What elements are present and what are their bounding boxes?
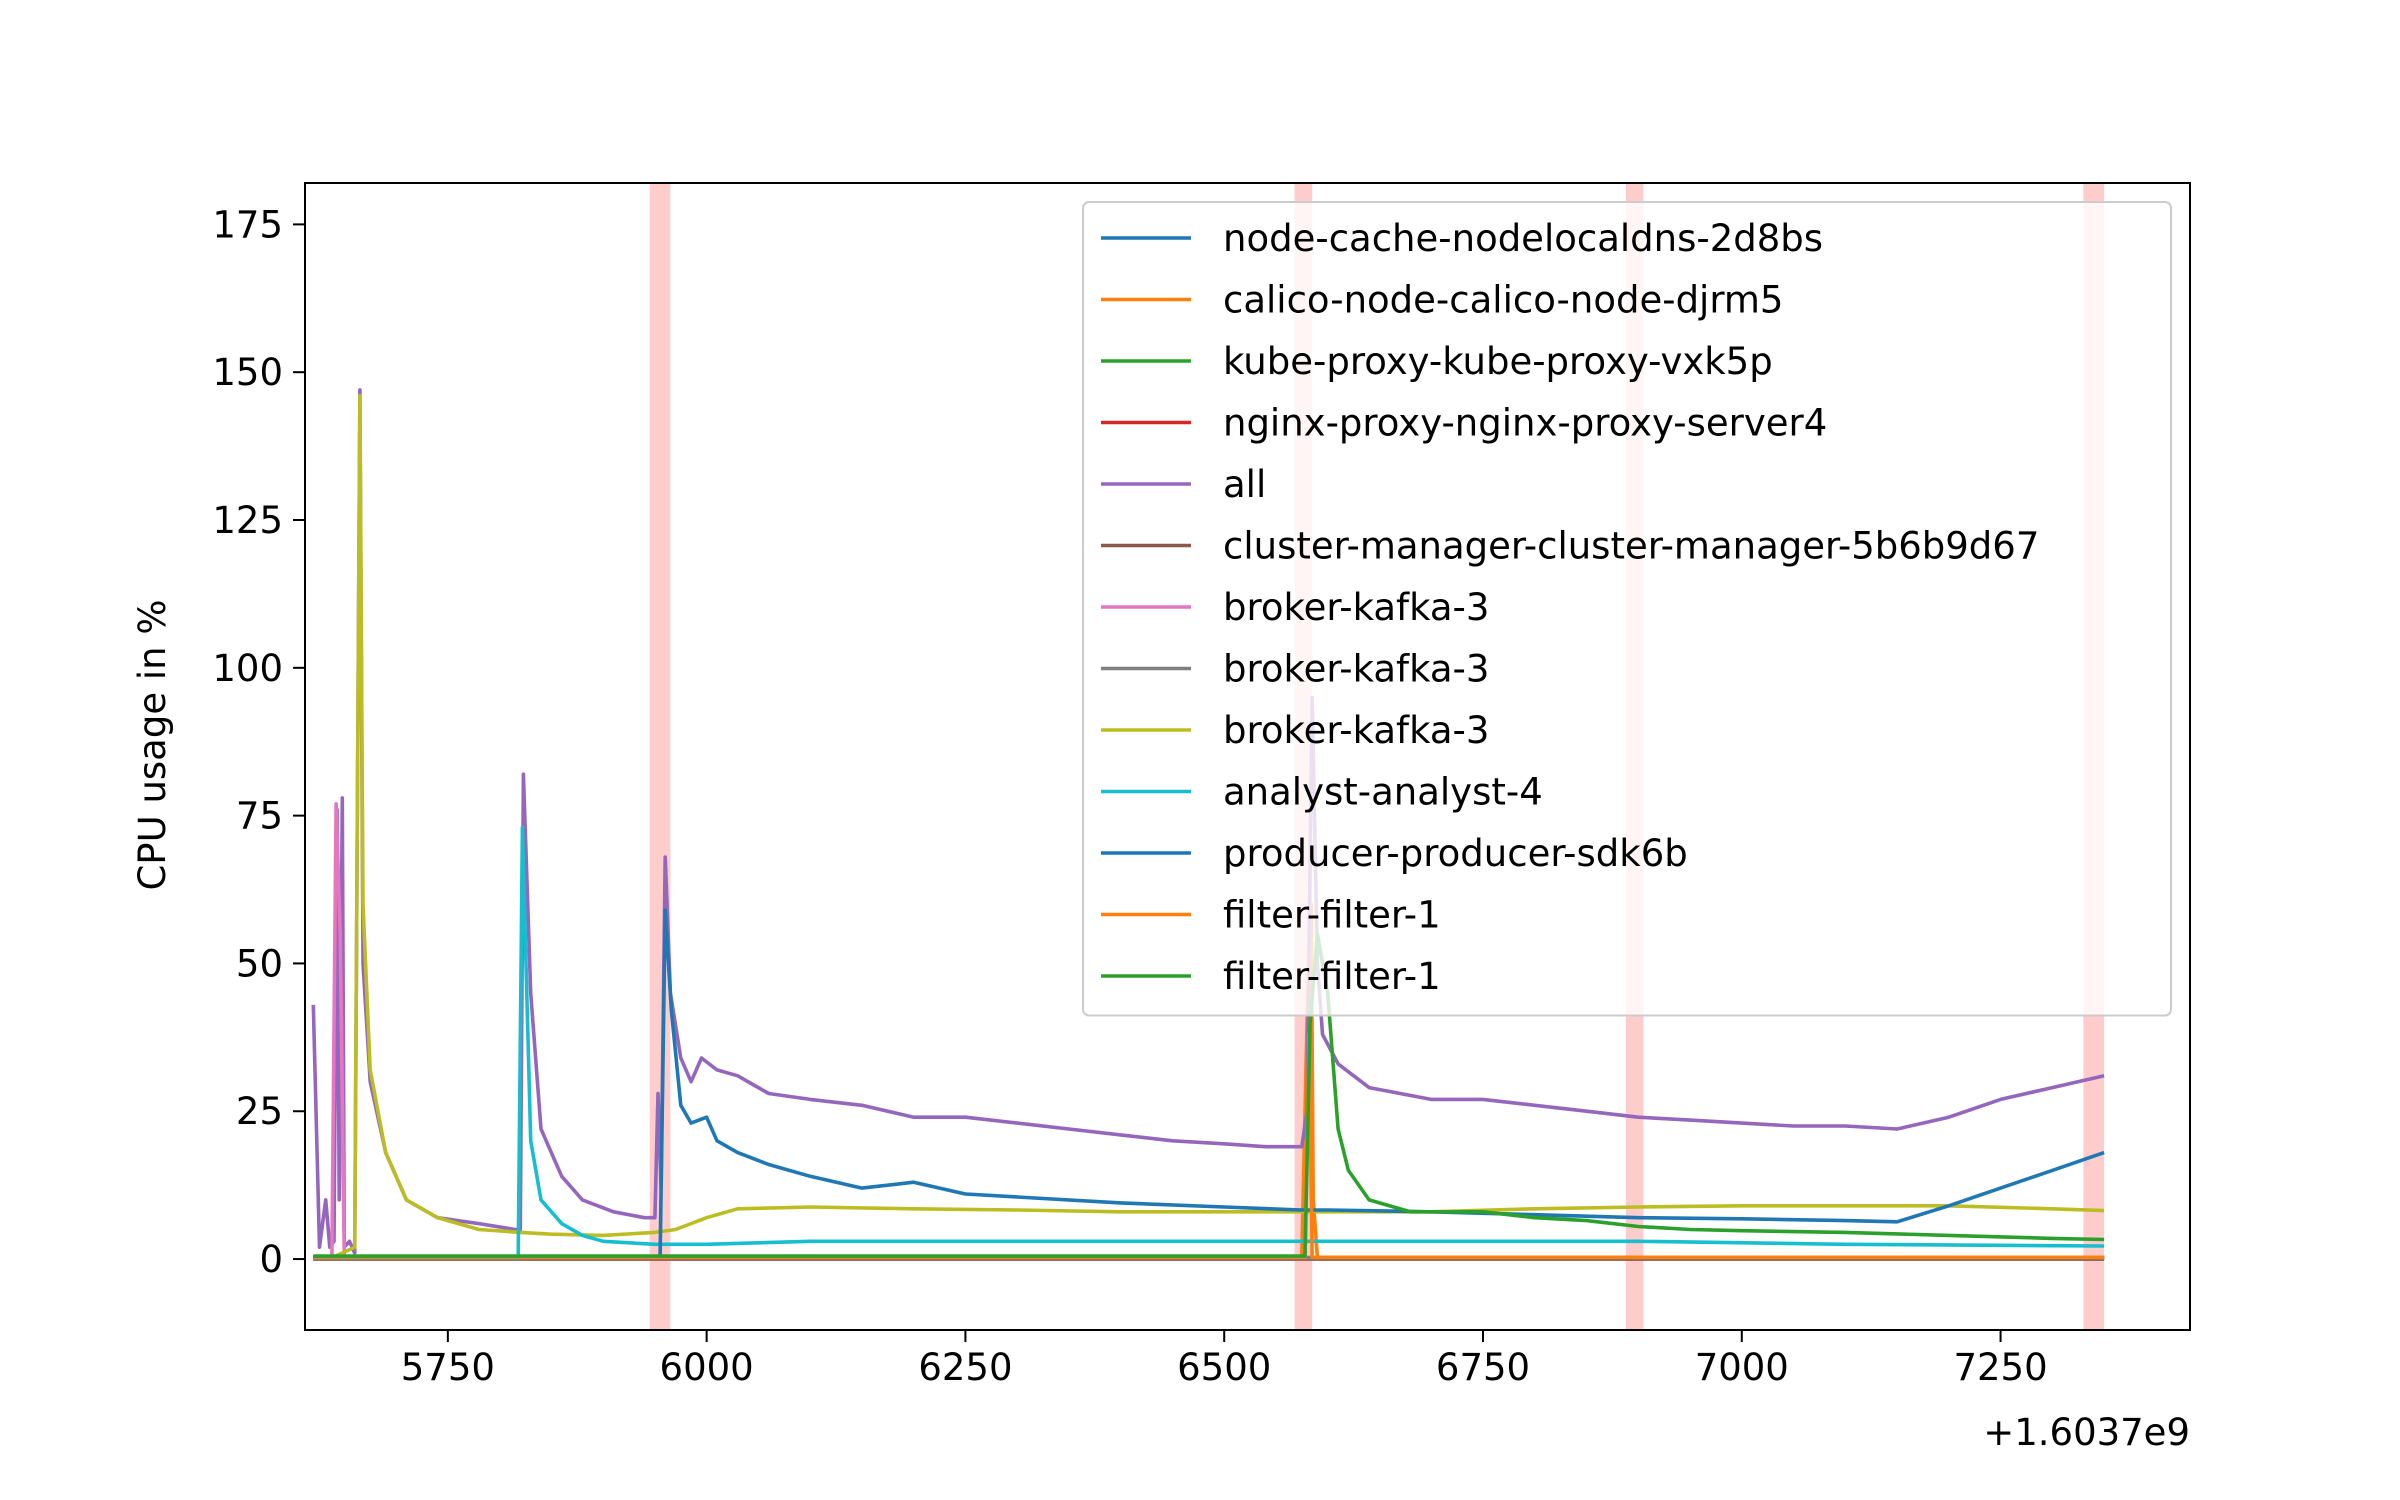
x-tick-label-1: 6000	[660, 1346, 754, 1389]
series-line-9	[313, 825, 2105, 1260]
legend: node-cache-nodelocaldns-2d8bs calico-node…	[1082, 201, 2172, 1017]
y-tick-label-4: 100	[212, 647, 283, 690]
legend-label-8: broker-kafka-3	[1223, 709, 1489, 752]
x-tick-label-4: 6750	[1436, 1346, 1530, 1389]
legend-box	[1082, 201, 2172, 1017]
y-axis: 0 25 50 75 100 125 150 175	[212, 203, 305, 1281]
legend-label-12: filter-filter-1	[1223, 955, 1441, 998]
x-axis-offset-label: +1.6037e9	[1983, 1411, 2190, 1454]
series-line-10	[313, 908, 2105, 1260]
x-axis: 5750 6000 6250 6500 6750 7000 7250	[401, 1330, 2048, 1389]
series-line-11	[313, 1032, 2105, 1260]
legend-label-9: analyst-analyst-4	[1223, 771, 1543, 814]
y-tick-label-3: 75	[236, 795, 283, 838]
legend-label-7: broker-kafka-3	[1223, 648, 1489, 691]
highlight-band-0	[649, 183, 671, 1330]
y-axis-label: CPU usage in %	[131, 599, 174, 890]
x-tick-label-3: 6500	[1177, 1346, 1271, 1389]
legend-label-1: calico-node-calico-node-djrm5	[1223, 279, 1783, 322]
legend-label-0: node-cache-nodelocaldns-2d8bs	[1223, 217, 1823, 260]
legend-label-6: broker-kafka-3	[1223, 586, 1489, 629]
plot-area-frame	[304, 182, 2191, 1331]
legend-label-10: producer-producer-sdk6b	[1223, 832, 1688, 875]
x-tick-label-2: 6250	[918, 1346, 1012, 1389]
y-tick-label-0: 0	[259, 1238, 283, 1281]
legend-label-4: all	[1223, 463, 1266, 506]
legend-label-11: filter-filter-1	[1223, 894, 1441, 937]
y-tick-label-5: 125	[212, 499, 283, 542]
y-tick-label-6: 150	[212, 351, 283, 394]
x-tick-label-5: 7000	[1695, 1346, 1789, 1389]
legend-label-2: kube-proxy-kube-proxy-vxk5p	[1223, 340, 1773, 383]
series-lines	[311, 388, 2105, 1261]
x-tick-label-0: 5750	[401, 1346, 495, 1389]
y-tick-label-2: 50	[236, 942, 283, 985]
legend-label-3: nginx-proxy-nginx-proxy-server4	[1223, 402, 1827, 445]
series-line-8	[313, 394, 2105, 1259]
y-tick-label-1: 25	[236, 1090, 283, 1133]
x-tick-label-6: 7250	[1953, 1346, 2047, 1389]
y-tick-label-7: 175	[212, 203, 283, 246]
legend-label-5: cluster-manager-cluster-manager-5b6b9d67	[1223, 525, 2039, 568]
